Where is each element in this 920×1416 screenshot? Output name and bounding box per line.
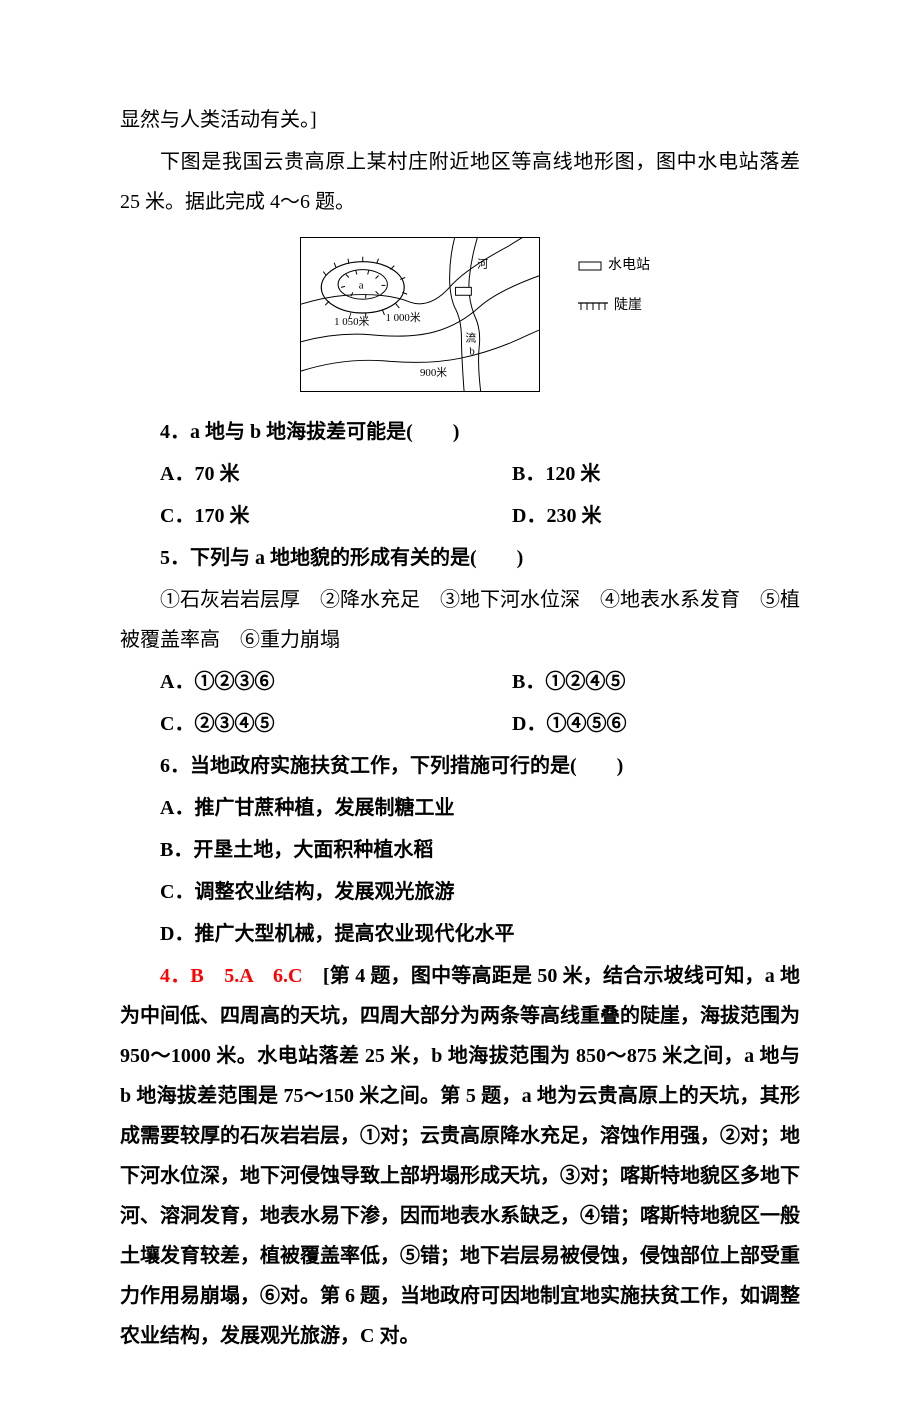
legend-cliff: 陡崖 <box>578 292 650 320</box>
q5-stem: 5．下列与 a 地地貌的形成有关的是( ) <box>120 538 800 578</box>
q6-stem: 6．当地政府实施扶贫工作，下列措施可行的是( ) <box>120 746 800 786</box>
q4-A: A．70 米 <box>160 454 512 494</box>
legend-cliff-label: 陡崖 <box>614 292 642 320</box>
map-svg: 900米 河 流 b <box>301 238 539 391</box>
hydro-station <box>456 287 472 295</box>
label-1050: 1 050米 <box>334 315 369 328</box>
legend-hydro-label: 水电站 <box>608 252 650 280</box>
q5-row2: C．②③④⑤ D．①④⑤⑥ <box>160 704 800 744</box>
label-900: 900米 <box>420 366 447 379</box>
label-b: b <box>469 345 475 357</box>
q6-D: D．推广大型机械，提高农业现代化水平 <box>160 914 800 954</box>
q4-row2: C．170 米 D．230 米 <box>160 496 800 536</box>
q5-D: D．①④⑤⑥ <box>512 704 800 744</box>
cliff-icon <box>578 300 608 312</box>
intro-paragraph: 下图是我国云贵高原上某村庄附近地区等高线地形图，图中水电站落差 25 米。据此完… <box>120 142 800 222</box>
q6-A: A．推广甘蔗种植，发展制糖工业 <box>160 788 800 828</box>
answer-body: [第 4 题，图中等高距是 50 米，结合示坡线可知，a 地为中间低、四周高的天… <box>120 965 800 1347</box>
q4-row1: A．70 米 B．120 米 <box>160 454 800 494</box>
hydro-icon <box>578 260 602 272</box>
q5-A: A．①②③⑥ <box>160 662 512 702</box>
label-flow: 流 <box>465 331 476 345</box>
q5-C: C．②③④⑤ <box>160 704 512 744</box>
q4-D: D．230 米 <box>512 496 800 536</box>
q5-choices: ①石灰岩岩层厚 ②降水充足 ③地下河水位深 ④地表水系发育 ⑤植被覆盖率高 ⑥重… <box>120 580 800 660</box>
figure-wrap: 900米 河 流 b <box>120 232 800 402</box>
figure: 900米 河 流 b <box>270 232 650 402</box>
q4-B: B．120 米 <box>512 454 800 494</box>
label-1000: 1 000米 <box>385 311 420 324</box>
q4-stem: 4．a 地与 b 地海拔差可能是( ) <box>120 412 800 452</box>
cliff-ticks <box>323 257 407 318</box>
contour-1000 <box>301 238 539 307</box>
map-legend: 水电站 陡崖 <box>578 252 650 332</box>
q5-row1: A．①②③⑥ B．①②④⑤ <box>160 662 800 702</box>
q4-C: C．170 米 <box>160 496 512 536</box>
contour-950 <box>301 273 539 345</box>
legend-hydro: 水电站 <box>578 252 650 280</box>
q6-C: C．调整农业结构，发展观光旅游 <box>160 872 800 912</box>
prev-page-tail: 显然与人类活动有关。] <box>120 100 800 140</box>
topographic-map: 900米 河 流 b <box>300 237 540 392</box>
label-river: 河 <box>477 258 488 271</box>
answer-key: 4．B 5.A 6.C <box>160 965 323 987</box>
q6-B: B．开垦土地，大面积种植水稻 <box>160 830 800 870</box>
q5-B: B．①②④⑤ <box>512 662 800 702</box>
river-left-bank <box>450 238 465 391</box>
answer-block: 4．B 5.A 6.C [第 4 题，图中等高距是 50 米，结合示坡线可知，a… <box>120 956 800 1356</box>
label-a: a <box>359 279 364 291</box>
